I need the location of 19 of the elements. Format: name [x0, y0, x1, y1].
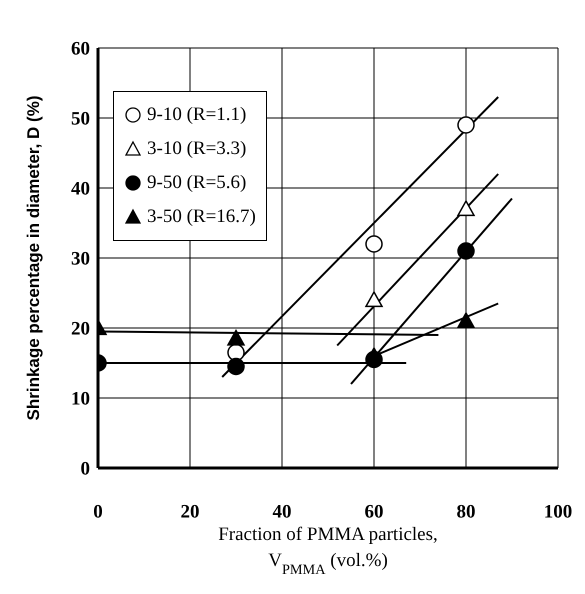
x-tick-label: 0: [93, 501, 103, 522]
y-tick-label: 50: [71, 108, 90, 130]
x-tick-label: 100: [544, 501, 572, 522]
y-axis-title: Shrinkage percentage in diameter, D (%): [24, 96, 44, 420]
y-tick-label: 20: [71, 318, 90, 340]
x-tick-label: 60: [364, 501, 384, 522]
legend-label: 3-50 (R=16.7): [147, 206, 256, 228]
x-tick-label: 40: [272, 501, 292, 522]
y-tick-label: 10: [71, 388, 90, 410]
y-tick-label: 30: [71, 248, 90, 270]
x-tick-label: 20: [180, 501, 200, 522]
legend-label: 3-10 (R=3.3): [147, 138, 246, 160]
y-tick-label: 60: [71, 38, 90, 60]
legend-label: 9-10 (R=1.1): [147, 104, 246, 126]
x-axis-title: Fraction of PMMA particles, V$_{PMMA}$ (vol.%): [218, 524, 438, 578]
legend-label: 9-50 (R=5.6): [147, 172, 246, 194]
x-tick-label: 80: [456, 501, 476, 522]
y-tick-label: 40: [71, 178, 90, 200]
y-tick-label: 0: [80, 458, 90, 480]
